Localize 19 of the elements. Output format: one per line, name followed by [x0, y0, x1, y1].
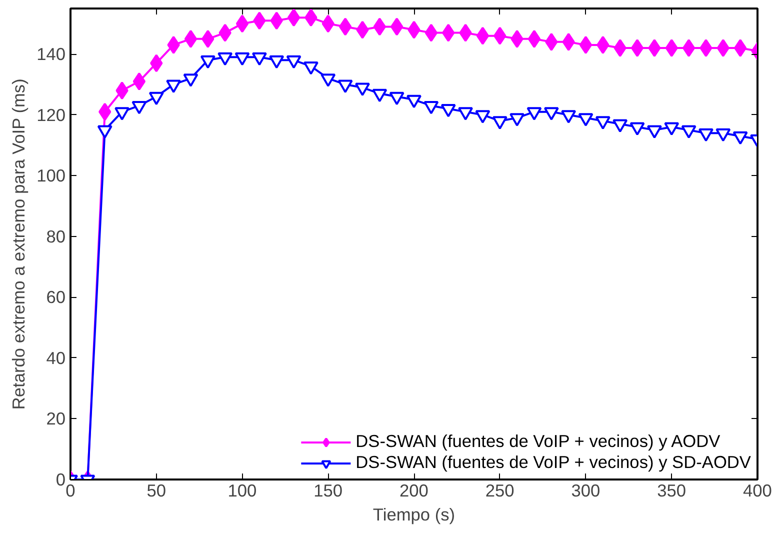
y-tick-label: 140 [36, 44, 66, 64]
x-tick-label: 150 [314, 480, 343, 500]
x-axis-title: Tiempo (s) [372, 504, 456, 524]
y-tick-label: 60 [46, 287, 66, 308]
y-axis-title: Retardo extremo a extremo para VoIP (ms) [8, 78, 29, 410]
legend-label: DS-SWAN (fuentes de VoIP + vecinos) y SD-AODV [356, 452, 751, 473]
y-tick-label: 40 [46, 348, 66, 368]
legend-label: DS-SWAN (fuentes de VoIP + vecinos) y AODV [356, 431, 720, 452]
x-tick-label: 50 [146, 480, 166, 500]
x-tick-label: 100 [228, 480, 257, 500]
x-tick-label: 200 [400, 480, 428, 500]
x-tick-label: 250 [485, 480, 514, 500]
x-tick-label: 400 [743, 480, 772, 500]
y-tick-label: 20 [46, 408, 66, 429]
x-tick-label: 300 [571, 480, 600, 500]
x-tick-label: 350 [657, 480, 686, 500]
y-tick-label: 80 [46, 226, 66, 246]
y-tick-label: 120 [36, 104, 66, 125]
y-tick-label: 100 [36, 166, 66, 186]
